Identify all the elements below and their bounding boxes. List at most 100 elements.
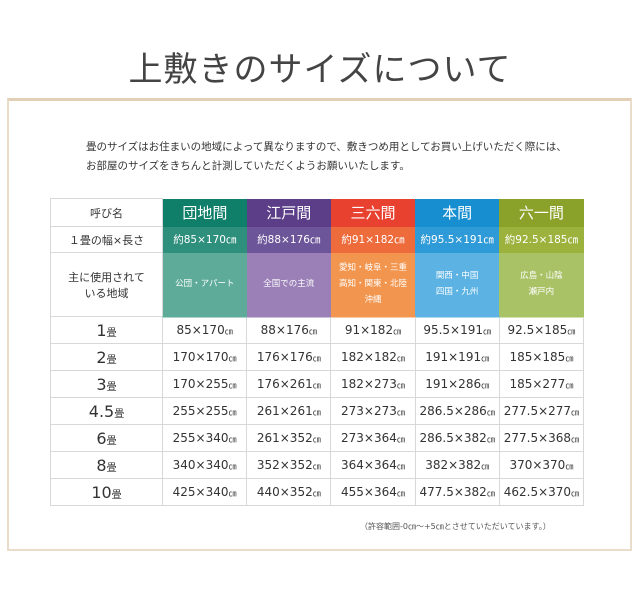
size-unit: ㎝ (486, 489, 495, 498)
column-size: 約92.5×185㎝ (499, 226, 584, 253)
size-value: 286.5×286 (419, 404, 487, 418)
size-unit: ㎝ (567, 327, 576, 337)
tatami-count: 10 (91, 482, 112, 502)
size-value: 286.5×382 (419, 431, 487, 445)
size-unit: ㎝ (393, 327, 402, 337)
size-cell: 286.5×286㎝ (414, 397, 500, 425)
size-cell: 352×352㎝ (246, 451, 332, 479)
tatami-count: 8 (96, 455, 107, 475)
size-cell: 277.5×368㎝ (498, 424, 585, 452)
size-unit: ㎝ (312, 408, 321, 417)
row-label-size: １畳の幅×長さ (50, 226, 163, 253)
size-unit: ㎝ (481, 354, 490, 363)
size-cell: 370×370㎝ (498, 451, 585, 479)
size-cell: 88×176㎝ (246, 315, 332, 344)
size-value: 425×340 (172, 485, 229, 499)
size-cell: 425×340㎝ (161, 478, 248, 506)
size-value: 261×352 (256, 431, 313, 445)
size-unit: ㎝ (308, 327, 317, 337)
table-row: 1畳 85×170㎝ 88×176㎝ 91×182㎝ 95.5×191㎝ 92.5×185… (50, 315, 585, 344)
table-row: 8畳 340×340㎝ 352×352㎝ 364×364㎝ 382×382㎝ 370×37… (50, 451, 585, 479)
intro-line: お部屋のサイズをきちんと計測していただくようお願いいたします。 (86, 160, 410, 172)
tatami-count: 1 (96, 320, 107, 340)
row-label-tatami: 4.5畳 (50, 397, 163, 425)
size-unit: ㎝ (396, 408, 405, 417)
row-label-tatami: 3畳 (50, 370, 163, 398)
row-label-region: 主に使用されて いる地域 (50, 252, 163, 317)
tatami-unit: 畳 (106, 435, 117, 447)
column-size: 約88×176㎝ (246, 226, 331, 253)
row-label-tatami: 10畳 (50, 478, 163, 506)
size-unit: ㎝ (565, 462, 574, 471)
size-value: 170×255 (172, 377, 229, 391)
size-cell: 286.5×382㎝ (414, 424, 500, 452)
size-unit: ㎝ (228, 462, 237, 471)
size-cell: 364×364㎝ (330, 451, 416, 479)
region-line: 愛知・岐阜・三重 (338, 263, 407, 273)
size-cell: 340×340㎝ (161, 451, 248, 479)
row-label-name: 呼び名 (50, 198, 163, 227)
size-value: 85×170 (176, 323, 225, 338)
column-header: 本間 (415, 198, 500, 227)
column-header: 江戸間 (246, 198, 331, 227)
size-unit: ㎝ (312, 354, 321, 363)
size-value: 185×277 (509, 377, 566, 391)
size-value: 382×382 (425, 458, 482, 472)
size-value: 477.5×382 (419, 485, 487, 499)
region-label-line: いる地域 (84, 286, 129, 300)
size-unit: ㎝ (228, 435, 237, 444)
page-title: 上敷きのサイズについて (128, 50, 512, 90)
size-unit: ㎝ (312, 462, 321, 471)
size-unit: ㎝ (224, 327, 233, 337)
tatami-count: 6 (96, 428, 107, 448)
size-cell: 176×261㎝ (246, 370, 332, 398)
tatami-size-table: 呼び名 団地間 江戸間 三六間 本間 六一間 １畳の幅×長さ 約85×170㎝ 約88×176… (50, 198, 585, 506)
size-unit: ㎝ (228, 381, 237, 390)
size-value: 95.5×191 (423, 323, 483, 338)
intro-text: 畳のサイズはお住まいの地域によって異なりますので、敷きつめ用としてお買い上げいた… (86, 138, 567, 176)
region-line: 四国・九州 (435, 287, 479, 297)
size-cell: 182×182㎝ (330, 343, 416, 371)
column-size: 約85×170㎝ (162, 226, 247, 253)
tatami-count: 2 (96, 347, 107, 367)
size-unit: ㎝ (396, 489, 405, 498)
size-cell: 85×170㎝ (161, 315, 248, 344)
size-cell: 185×277㎝ (498, 370, 585, 398)
tatami-unit: 畳 (106, 462, 117, 474)
size-value: 191×191 (425, 350, 482, 364)
size-cell: 277.5×277㎝ (498, 397, 585, 425)
tatami-unit: 畳 (106, 354, 117, 366)
intro-line: 畳のサイズはお住まいの地域によって異なりますので、敷きつめ用としてお買い上げいた… (86, 141, 567, 153)
column-size: 約91×182㎝ (330, 226, 416, 253)
column-header: 六一間 (499, 198, 584, 227)
tatami-unit: 畳 (111, 489, 122, 501)
size-unit: ㎝ (312, 381, 321, 390)
size-cell: 261×261㎝ (246, 397, 332, 425)
region-line: 関西・中国 (435, 271, 479, 281)
table-row: 10畳 425×340㎝ 440×352㎝ 455×364㎝ 477.5×382㎝ 462… (50, 478, 585, 506)
column-size: 約95.5×191㎝ (415, 226, 500, 253)
size-unit: ㎝ (483, 327, 491, 337)
table-row: 6畳 255×340㎝ 261×352㎝ 273×364㎝ 286.5×382㎝ 277.… (50, 424, 585, 452)
size-cell: 273×273㎝ (330, 397, 416, 425)
size-cell: 182×273㎝ (330, 370, 416, 398)
region-line: 沖縄 (364, 295, 382, 305)
table-row: 3畳 170×255㎝ 176×261㎝ 182×273㎝ 191×286㎝ 185×27… (50, 370, 585, 398)
tatami-unit: 畳 (106, 327, 117, 339)
size-cell: 91×182㎝ (330, 315, 416, 344)
size-unit: ㎝ (228, 354, 237, 363)
region-line: 広島・山陰 (520, 271, 563, 281)
row-label-tatami: 8畳 (50, 451, 163, 479)
size-value: 255×340 (172, 431, 229, 445)
size-unit: ㎝ (312, 489, 321, 498)
region-line: 瀬戸内 (528, 287, 555, 297)
tolerance-note: （許容範囲-0㎝～+5㎝とさせていただいています。） (360, 522, 551, 531)
region-label-line: 主に使用されて (68, 270, 145, 284)
size-unit: ㎝ (481, 462, 490, 471)
size-cell: 191×286㎝ (414, 370, 500, 398)
size-unit: ㎝ (571, 408, 580, 417)
size-cell: 92.5×185㎝ (498, 315, 585, 344)
size-unit: ㎝ (396, 381, 405, 390)
size-unit: ㎝ (396, 435, 405, 444)
region-line: 高知・関東・北陸 (338, 279, 407, 289)
